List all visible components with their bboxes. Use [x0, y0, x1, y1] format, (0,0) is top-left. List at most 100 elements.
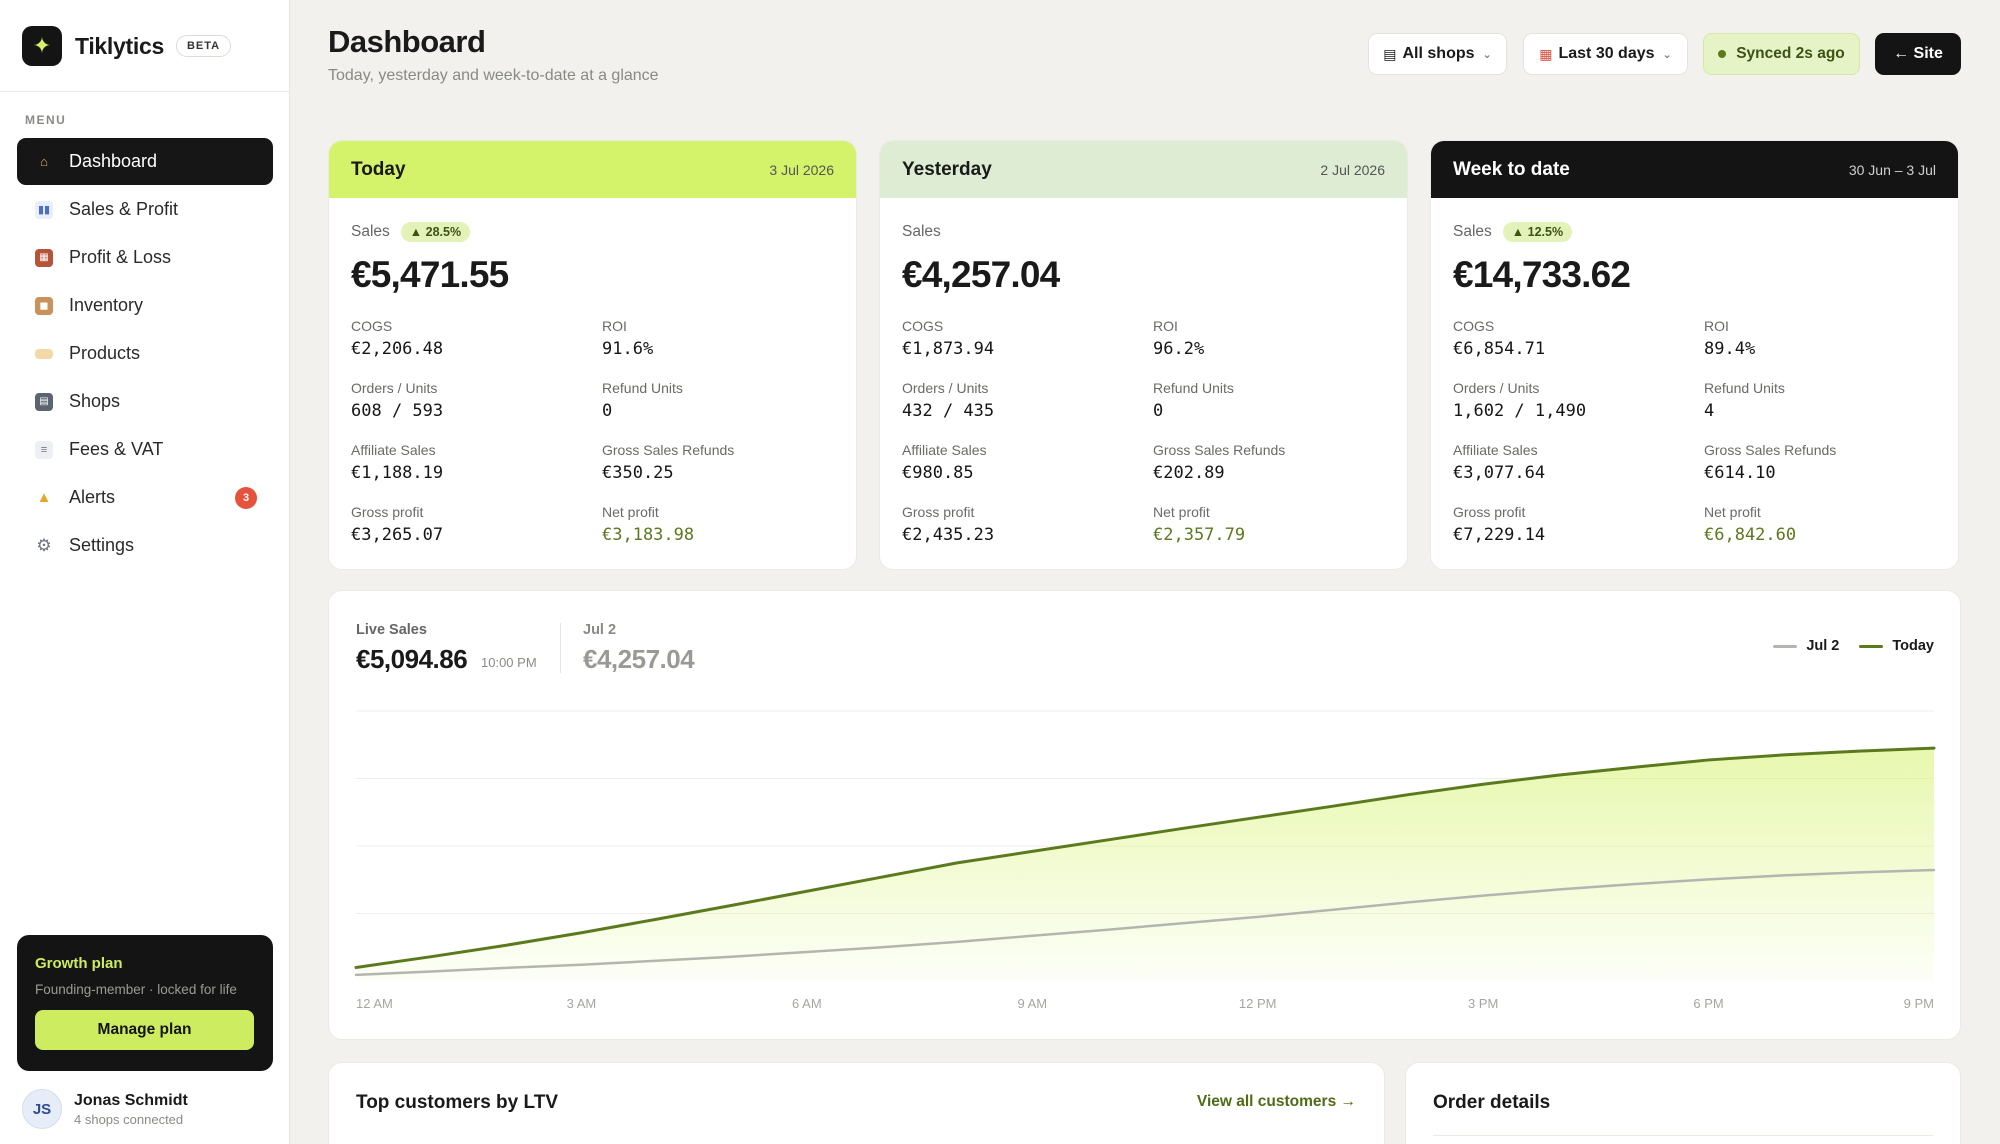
- metric-gross-profit: Gross profit €3,265.07: [351, 504, 444, 545]
- live-sales-chart[interactable]: 12 AM 3 AM 6 AM 9 AM 12 PM 3 PM 6 PM 9 PM: [329, 591, 1962, 1041]
- page-subtitle: Today, yesterday and week-to-date at a g…: [328, 67, 659, 84]
- sales-value: €14,733.62: [1453, 254, 1631, 295]
- x-tick-label: 6 PM: [1693, 996, 1723, 1011]
- change-badge: ▲ 12.5%: [1502, 222, 1573, 242]
- today-card: Today 3 Jul 2026 Sales ▲ 28.5% €5,471.55…: [328, 140, 857, 570]
- page-title: Dashboard: [328, 24, 486, 59]
- sales-value: €5,471.55: [351, 254, 509, 295]
- sidebar-item-sales-profit[interactable]: ▮▮ Sales & Profit: [17, 186, 273, 233]
- sales-label: Sales: [351, 223, 390, 240]
- store-icon: ▤: [35, 392, 53, 411]
- sidebar-item-label: Inventory: [69, 295, 144, 315]
- sidebar-item-alerts[interactable]: ▲ Alerts 3: [17, 474, 273, 521]
- sales-label: Sales: [902, 223, 941, 240]
- series-line-today: [354, 746, 1936, 969]
- store-icon: ▤: [1383, 45, 1397, 62]
- yesterday-card: Yesterday 2 Jul 2026 Sales €4,257.04 COG…: [879, 140, 1408, 570]
- sidebar-item-products[interactable]: Products: [17, 330, 273, 377]
- shops-filter-dropdown[interactable]: ▤ All shops ⌄: [1368, 33, 1507, 75]
- metric-roi: ROI 89.4%: [1704, 318, 1756, 359]
- site-button[interactable]: ← Site: [1875, 33, 1961, 75]
- sidebar-item-label: Profit & Loss: [69, 247, 172, 267]
- card-date: 2 Jul 2026: [1320, 161, 1385, 178]
- metric-affiliate-sales: Affiliate Sales €980.85: [902, 442, 987, 483]
- beta-badge: BETA: [175, 35, 232, 57]
- metric-refund-units: Refund Units 4: [1704, 380, 1785, 421]
- divider: [0, 91, 290, 92]
- sidebar-item-profit-loss[interactable]: ▦ Profit & Loss: [17, 234, 273, 281]
- metric-affiliate-sales: Affiliate Sales €1,188.19: [351, 442, 444, 483]
- sales-label: Sales: [1453, 223, 1492, 240]
- card-header: Week to date 30 Jun – 3 Jul: [1431, 141, 1958, 198]
- metric-roi: ROI 96.2%: [1153, 318, 1205, 359]
- legend-swatch: [1859, 644, 1884, 648]
- sales-value: €4,257.04: [902, 254, 1060, 295]
- app-name: Tiklytics: [75, 32, 164, 59]
- legend-label: Jul 2: [1806, 638, 1840, 654]
- x-tick-label: 6 AM: [792, 996, 822, 1011]
- sidebar-item-label: Settings: [69, 535, 135, 555]
- metric-orders-units: Orders / Units 1,602 / 1,490: [1453, 380, 1587, 421]
- home-icon: ⌂: [40, 154, 48, 169]
- order-details-card: Order details: [1405, 1062, 1961, 1144]
- metric-net-profit: Net profit €6,842.60: [1704, 504, 1797, 545]
- tag-icon: [35, 348, 53, 359]
- manage-plan-button[interactable]: Manage plan: [35, 1010, 254, 1050]
- bell-icon: ▲: [36, 489, 52, 506]
- view-all-customers-link[interactable]: View all customers →: [1196, 1093, 1356, 1110]
- card-title: Yesterday: [902, 158, 992, 180]
- bar-chart-icon: ▮▮: [35, 200, 53, 219]
- plan-subtitle: Founding-member · locked for life: [35, 982, 237, 997]
- metric-roi: ROI 91.6%: [602, 318, 654, 359]
- top-customers-title: Top customers by LTV: [356, 1092, 558, 1113]
- box-icon: ◼: [35, 296, 53, 315]
- week-to-date-card: Week to date 30 Jun – 3 Jul Sales ▲ 12.5…: [1430, 140, 1959, 570]
- receipt-icon: ≡: [35, 440, 53, 459]
- x-tick-label: 9 PM: [1904, 996, 1934, 1011]
- plan-title: Growth plan: [35, 955, 123, 972]
- sidebar-item-label: Sales & Profit: [69, 199, 179, 219]
- legend-item-today[interactable]: Today: [1859, 638, 1934, 654]
- card-header: Today 3 Jul 2026: [329, 141, 856, 198]
- sidebar-item-label: Dashboard: [69, 151, 158, 171]
- sidebar-item-inventory[interactable]: ◼ Inventory: [17, 282, 273, 329]
- chart-legend: Jul 2 Today: [1753, 638, 1934, 654]
- avatar: JS: [22, 1089, 62, 1129]
- metric-gross-sales-refunds: Gross Sales Refunds €614.10: [1704, 442, 1837, 483]
- legend-item-jul-2[interactable]: Jul 2: [1773, 638, 1839, 654]
- metric-net-profit: Net profit €2,357.79: [1153, 504, 1246, 545]
- card-title: Today: [351, 158, 406, 180]
- status-dot-icon: [1718, 50, 1727, 58]
- sidebar-item-fees-vat[interactable]: ≡ Fees & VAT: [17, 426, 273, 473]
- user-profile[interactable]: JS Jonas Schmidt 4 shops connected: [22, 1089, 188, 1129]
- brand[interactable]: ✦ Tiklytics BETA: [22, 26, 232, 66]
- live-sales-label: Live Sales: [356, 622, 427, 638]
- metric-gross-sales-refunds: Gross Sales Refunds €350.25: [602, 442, 735, 483]
- legend-label: Today: [1892, 638, 1934, 654]
- shops-filter-label: All shops: [1402, 45, 1475, 62]
- sidebar-item-dashboard[interactable]: ⌂ Dashboard: [17, 138, 273, 185]
- change-badge: ▲ 28.5%: [400, 222, 471, 242]
- live-sales-time: 10:00 PM: [481, 655, 537, 670]
- sync-status-badge: Synced 2s ago: [1703, 33, 1860, 75]
- menu-label: MENU: [25, 113, 67, 127]
- calendar-icon: ▦: [1539, 45, 1553, 62]
- alerts-count-badge: 3: [235, 487, 257, 509]
- metric-cogs: COGS €2,206.48: [351, 318, 444, 359]
- date-range-dropdown[interactable]: ▦ Last 30 days ⌄: [1523, 33, 1688, 75]
- card-date: 3 Jul 2026: [769, 161, 834, 178]
- user-name: Jonas Schmidt: [74, 1091, 188, 1109]
- series-line-jul-2: [354, 868, 1936, 977]
- x-tick-label: 3 AM: [567, 996, 597, 1011]
- divider: [1433, 1135, 1933, 1136]
- chevron-down-icon: ⌄: [1662, 48, 1672, 61]
- sparkle-icon: ✦: [22, 26, 62, 66]
- sidebar-item-shops[interactable]: ▤ Shops: [17, 378, 273, 425]
- divider: [560, 623, 561, 673]
- compare-value: €4,257.04: [583, 644, 695, 674]
- ledger-icon: ▦: [35, 248, 53, 267]
- card-header: Yesterday 2 Jul 2026: [880, 141, 1407, 198]
- metric-gross-profit: Gross profit €2,435.23: [902, 504, 995, 545]
- metric-orders-units: Orders / Units 432 / 435: [902, 380, 995, 421]
- sidebar-item-settings[interactable]: ⚙ Settings: [17, 522, 273, 569]
